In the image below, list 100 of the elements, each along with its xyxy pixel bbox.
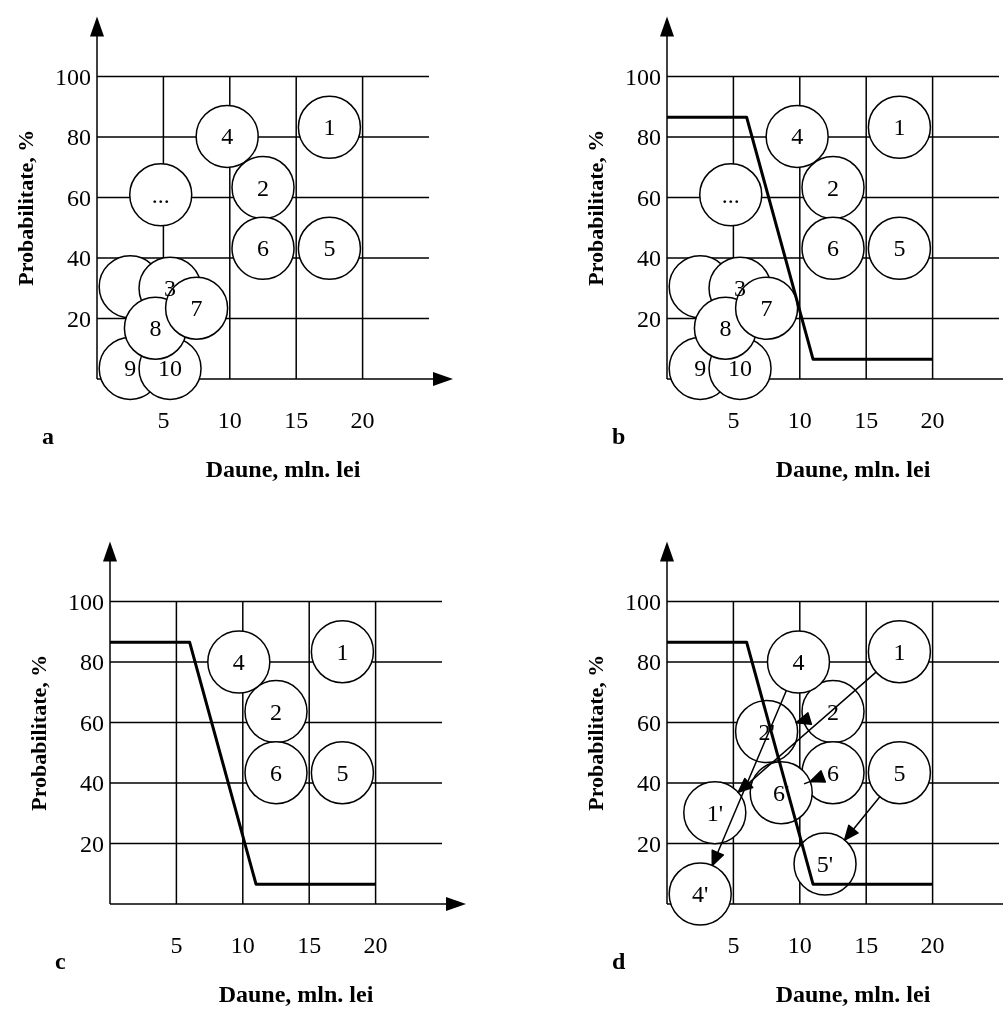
annotation: 1 [893, 638, 906, 665]
y-tick-label: 60 [637, 709, 661, 736]
point [801, 679, 865, 744]
annotation: 5' [816, 851, 834, 878]
y-tick-label: 20 [637, 305, 661, 332]
point [793, 832, 857, 896]
y-axis-title: Probabilitate, % [582, 654, 608, 811]
point [734, 276, 799, 340]
annotation: 1 [323, 114, 336, 141]
point [164, 276, 229, 340]
annotation: 10 [158, 355, 183, 382]
y-tick-label: 20 [67, 305, 91, 332]
point [297, 216, 362, 281]
point [801, 155, 865, 220]
point [244, 679, 308, 744]
y-axis-title: Probabilitate, % [25, 654, 51, 811]
y-tick-label: 100 [625, 63, 661, 90]
annotation: 7 [760, 295, 773, 322]
point [801, 216, 865, 281]
point [867, 740, 932, 805]
x-tick-label: 20 [350, 407, 375, 433]
annotation: 9 [124, 355, 137, 382]
y-tick-label: 20 [80, 830, 104, 857]
x-tick-label: 20 [920, 407, 945, 433]
y-tick-label: 100 [55, 63, 91, 90]
y-tick-label: 20 [637, 830, 661, 857]
point [310, 740, 375, 805]
point [668, 862, 732, 926]
annotation: 4 [791, 123, 804, 150]
x-tick-label: 10 [230, 932, 255, 958]
point [297, 95, 362, 160]
x-tick-label: 10 [787, 407, 812, 433]
x-axis-title: Daune, mln. lei [775, 981, 931, 1007]
annotation: 1 [893, 114, 906, 141]
x-tick-label: 15 [297, 932, 322, 958]
text: d [612, 948, 626, 974]
annotation: 2 [257, 174, 269, 201]
point [244, 740, 308, 805]
annotation: 8 [149, 315, 162, 342]
annotation: 6 [827, 759, 839, 786]
y-tick-label: 40 [637, 770, 661, 796]
point [698, 163, 763, 227]
y-tick-label: 100 [625, 588, 661, 615]
y-tick-label: 60 [637, 184, 661, 211]
point [867, 216, 932, 281]
annotation: 5 [336, 759, 349, 786]
y-tick-label: 100 [68, 588, 104, 615]
y-tick-label: 80 [80, 649, 104, 675]
y-axis-title: Probabilitate, % [12, 129, 38, 286]
point [207, 630, 271, 694]
annotation: 1 [336, 638, 349, 665]
point [867, 95, 932, 160]
point [231, 216, 295, 281]
y-axis-title: Probabilitate, % [582, 129, 608, 286]
x-tick-label: 20 [920, 932, 945, 958]
y-tick-label: 60 [80, 709, 104, 736]
annotation: 4 [792, 649, 805, 675]
x-tick-label: 15 [854, 932, 879, 958]
point [766, 630, 831, 694]
annotation: 5 [893, 759, 906, 786]
text: a [42, 423, 54, 449]
x-tick-label: 15 [854, 407, 879, 433]
annotation: 6 [257, 235, 269, 262]
annotation: 5 [893, 235, 906, 262]
x-tick-label: 10 [217, 407, 242, 433]
annotation: 10 [728, 355, 753, 382]
y-tick-label: 80 [637, 124, 661, 150]
x-tick-label: 5 [727, 407, 740, 433]
x-tick-label: 15 [284, 407, 309, 433]
annotation: 4 [221, 123, 234, 150]
annotation: 6 [270, 759, 282, 786]
point [765, 104, 829, 169]
annotation: 2 [270, 698, 282, 725]
annotation: 2 [827, 174, 839, 201]
x-axis-title: Daune, mln. lei [775, 456, 931, 482]
annotation: 7 [190, 295, 203, 322]
annotation: 8 [719, 315, 732, 342]
annotation: 1' [706, 799, 723, 826]
x-tick-label: 5 [170, 932, 183, 958]
x-tick-label: 10 [787, 932, 812, 958]
y-tick-label: 80 [637, 649, 661, 675]
annotation: 4 [232, 649, 245, 675]
annotation: ... [721, 181, 740, 208]
point [801, 740, 865, 805]
y-tick-label: 60 [67, 184, 91, 211]
annotation: 5 [323, 235, 336, 262]
annotation: ... [151, 181, 170, 208]
x-axis-title: Daune, mln. lei [218, 981, 374, 1007]
point [683, 780, 747, 845]
point [310, 619, 375, 684]
point [867, 619, 932, 684]
point [128, 163, 193, 227]
annotation: 4' [692, 881, 709, 908]
y-tick-label: 80 [67, 124, 91, 150]
x-axis-title: Daune, mln. lei [205, 456, 361, 482]
x-tick-label: 5 [157, 407, 170, 433]
point [195, 104, 259, 169]
annotation: 9 [694, 355, 707, 382]
y-tick-label: 40 [637, 245, 661, 271]
y-tick-label: 40 [80, 770, 104, 796]
